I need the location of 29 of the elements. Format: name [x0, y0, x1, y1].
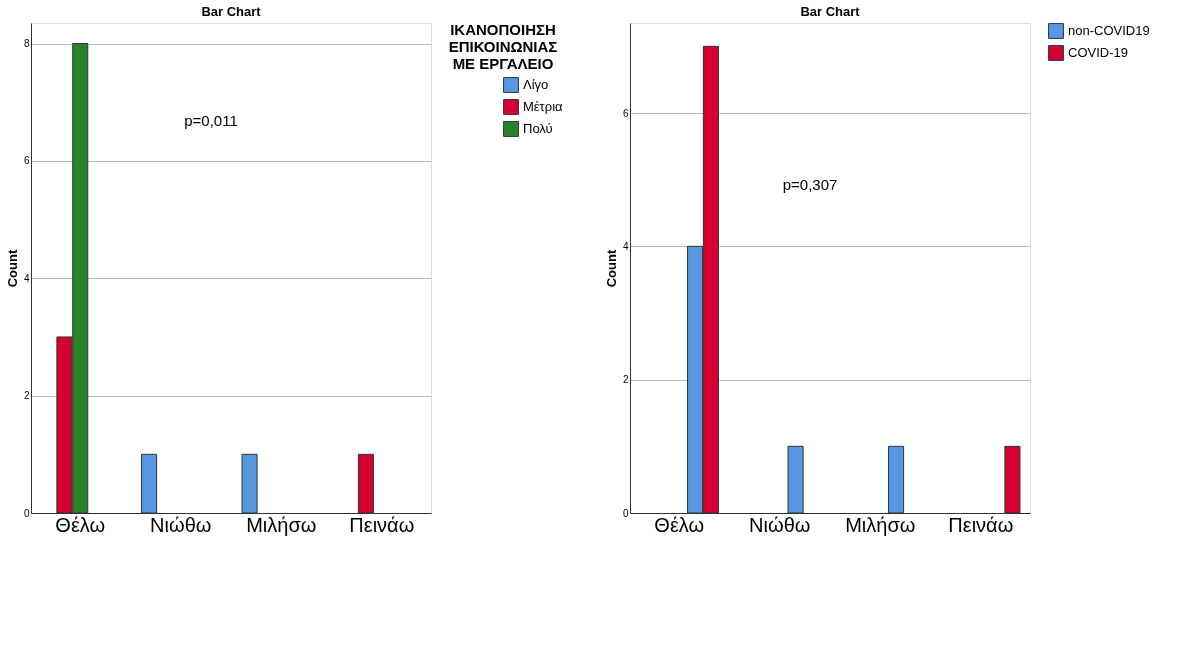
chart-title: Bar Chart — [800, 4, 861, 19]
x-tick-label: Μιλήσω — [845, 513, 916, 536]
y-tick-label: 6 — [23, 155, 30, 167]
annotation: p=0,011 — [184, 112, 238, 129]
y-tick-label: 6 — [622, 107, 629, 119]
y-axis-title: Count — [4, 249, 20, 288]
legend-title: ΙΚΑΝΟΠΟΙΗΣΗ ΕΠΙΚΟΙΝΩΝΙΑΣ ΜΕ ΕΡΓΑΛΕΙΟ — [448, 21, 558, 72]
legend-label: Μέτρια — [523, 99, 564, 114]
y-tick-label: 4 — [23, 272, 30, 284]
x-tick-label: Θέλω — [654, 513, 705, 536]
y-tick-label: 0 — [622, 507, 629, 519]
x-tick-label: Μιλήσω — [246, 513, 317, 536]
chart-title: Bar Chart — [201, 4, 262, 19]
legend-label: Λίγο — [523, 77, 549, 92]
legend-label: Πολύ — [523, 121, 553, 136]
legend-label: non-COVID19 — [1068, 23, 1150, 38]
x-tick-label: Πεινάω — [349, 513, 415, 536]
y-axis-title: Count — [603, 249, 619, 288]
x-tick-label: Νιώθω — [150, 513, 212, 536]
y-tick-label: 0 — [23, 507, 30, 519]
y-tick-label: 4 — [622, 240, 629, 252]
y-tick-label: 2 — [622, 374, 629, 386]
x-tick-label: Θέλω — [55, 513, 106, 536]
annotation: p=0,307 — [782, 175, 838, 193]
legend-label: COVID-19 — [1068, 45, 1128, 60]
x-tick-label: Νιώθω — [749, 513, 811, 536]
x-tick-label: Πεινάω — [948, 513, 1014, 536]
y-tick-label: 2 — [23, 390, 30, 402]
y-tick-label: 8 — [23, 38, 30, 50]
